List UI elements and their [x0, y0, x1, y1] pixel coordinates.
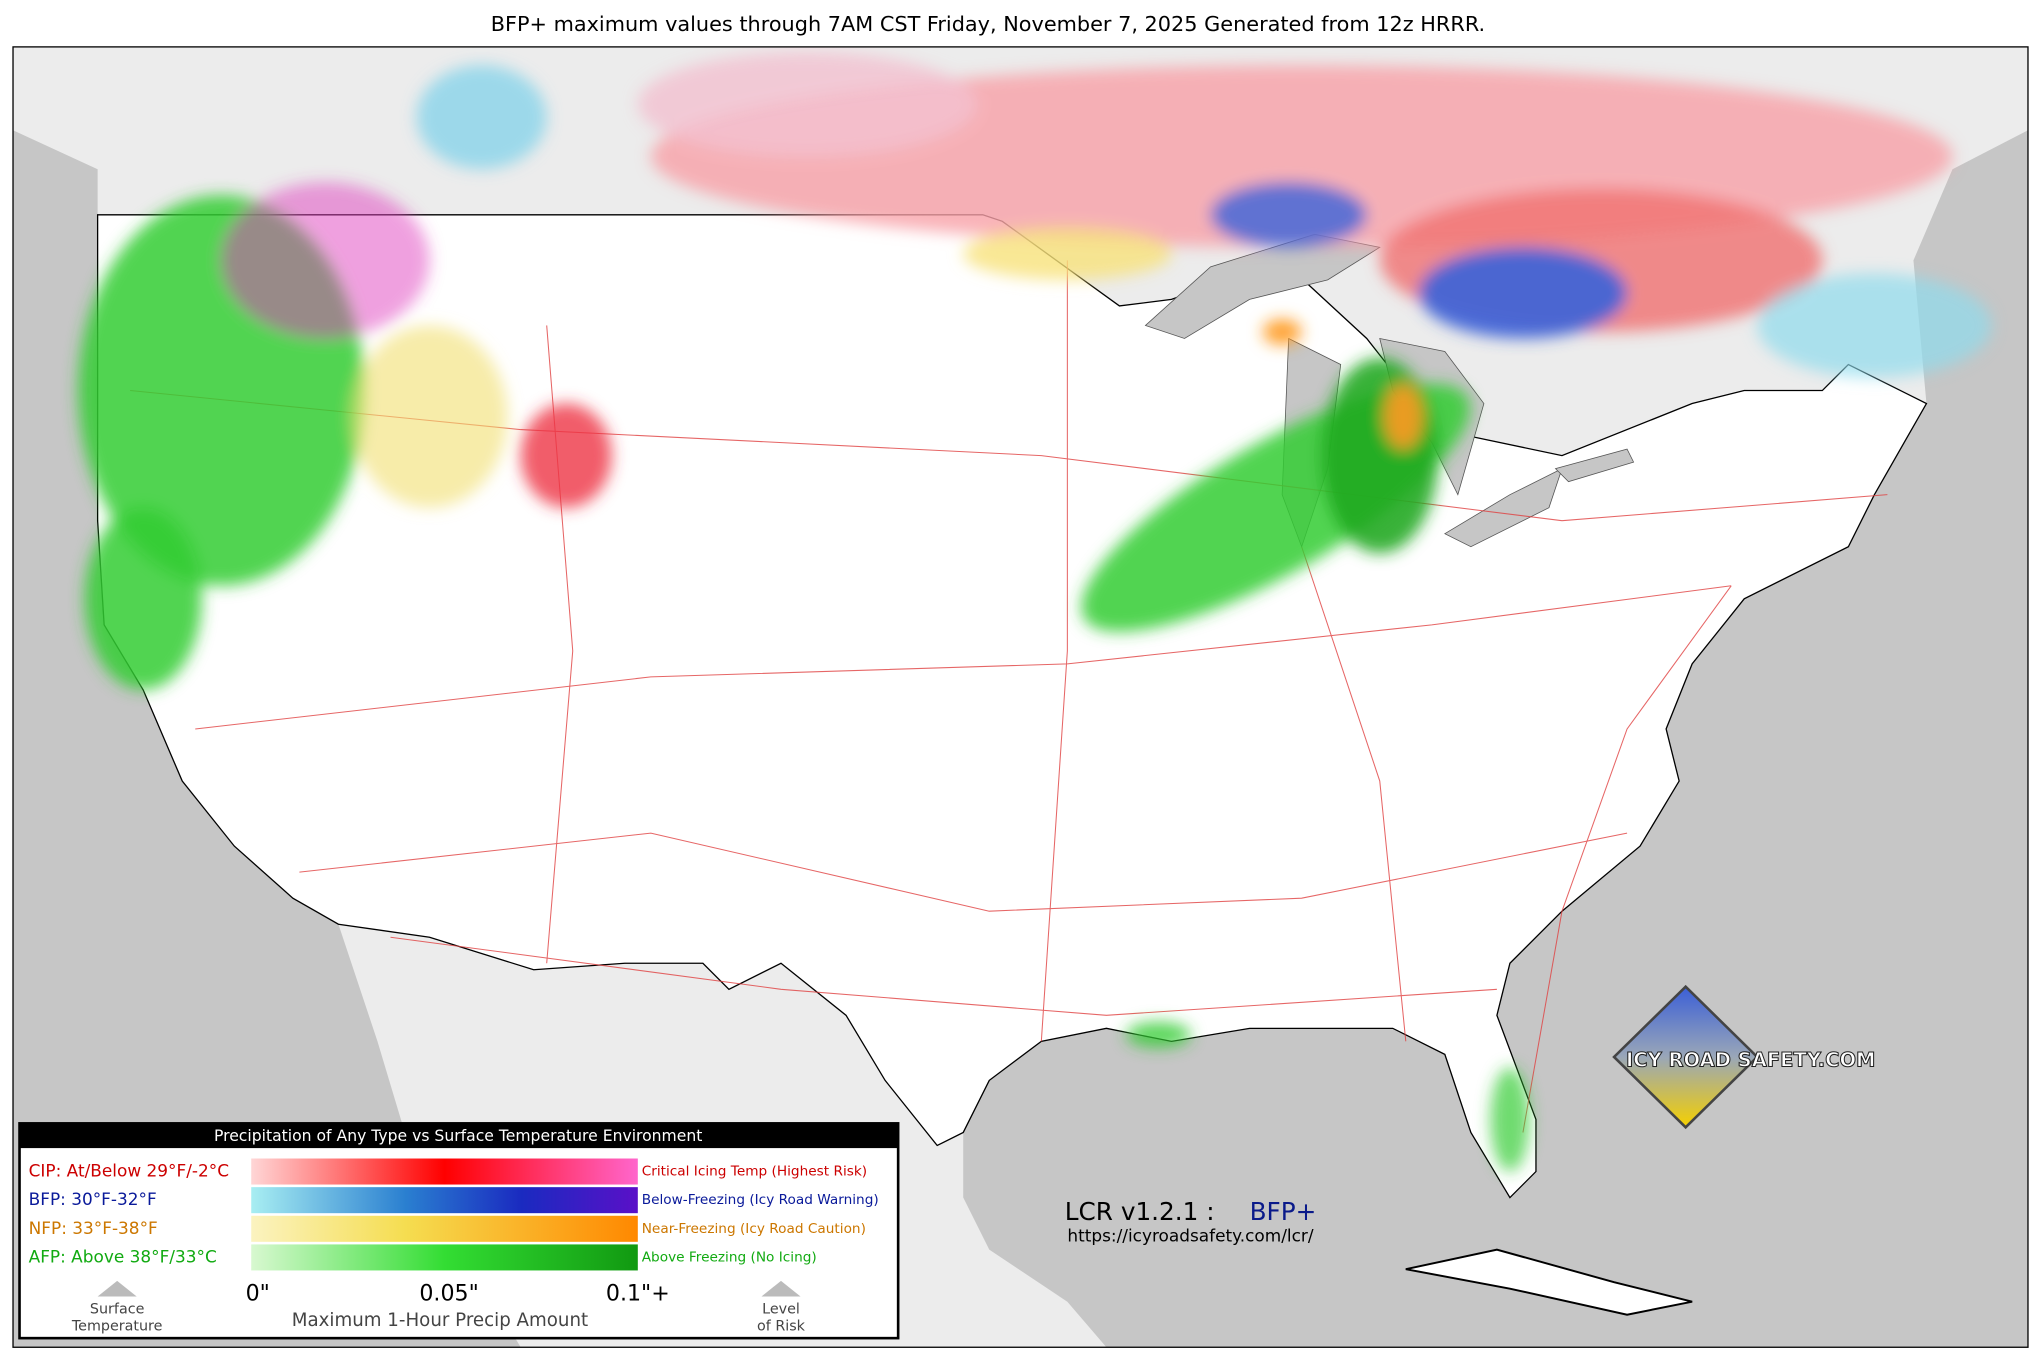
arrow	[97, 1280, 137, 1297]
legend-gradient	[251, 1215, 638, 1242]
legend-label: CIP: At/Below 29°F/-2°C	[29, 1161, 229, 1181]
legend-rows: CIP: At/Below 29°F/-2°C Critical Icing Te…	[29, 1158, 879, 1271]
scale-label: 0.1"+	[606, 1280, 670, 1306]
logo-text: ICY ROAD SAFETY.COM	[1626, 1048, 1875, 1071]
right-caption: of Risk	[757, 1318, 806, 1334]
version: LCR v1.2.1 :	[1065, 1197, 1215, 1226]
highways	[130, 260, 1888, 1133]
legend-description: Below-Freezing (Icy Road Warning)	[642, 1192, 879, 1208]
legend-description: Above Freezing (No Icing)	[642, 1249, 817, 1265]
legend-gradient	[251, 1187, 638, 1214]
legend-title: Precipitation of Any Type vs Surface Tem…	[214, 1127, 702, 1145]
url: https://icyroadsafety.com/lcr/	[1067, 1226, 1313, 1246]
precipitation	[78, 52, 1992, 1172]
cuba	[1405, 1248, 1693, 1316]
logo: ICY ROAD SAFETY.COM	[1612, 984, 1876, 1130]
left-caption: Temperature	[71, 1318, 163, 1334]
arrow	[761, 1280, 801, 1297]
map-frame	[12, 46, 2029, 1348]
right-caption: Level	[762, 1302, 800, 1318]
atlantic-gulf	[963, 130, 2028, 1348]
legend-description: Critical Icing Temp (Highest Risk)	[642, 1164, 867, 1180]
legend: Precipitation of Any Type vs Surface Tem…	[18, 1122, 900, 1340]
axis-label: Maximum 1-Hour Precip Amount	[292, 1310, 588, 1331]
product-name: BFP+	[1250, 1197, 1317, 1226]
legend-label: AFP: Above 38°F/33°C	[29, 1246, 217, 1266]
legend-gradient	[251, 1158, 638, 1185]
legend-label: BFP: 30°F-32°F	[29, 1189, 157, 1209]
map-title: BFP+ maximum values through 7AM CST Frid…	[491, 12, 1485, 36]
pacific-ocean	[13, 130, 521, 1348]
scale-label: 0"	[246, 1280, 270, 1306]
left-caption: Surface	[90, 1302, 145, 1318]
legend-gradient	[251, 1244, 638, 1271]
legend-description: Near-Freezing (Icy Road Caution)	[642, 1221, 866, 1237]
product-label: LCR v1.2.1 : BFP+ https://icyroadsafety.…	[1065, 1197, 1317, 1245]
scale-label: 0.05"	[419, 1280, 478, 1306]
legend-label: NFP: 33°F-38°F	[29, 1218, 158, 1238]
legend-header	[19, 1123, 899, 1149]
